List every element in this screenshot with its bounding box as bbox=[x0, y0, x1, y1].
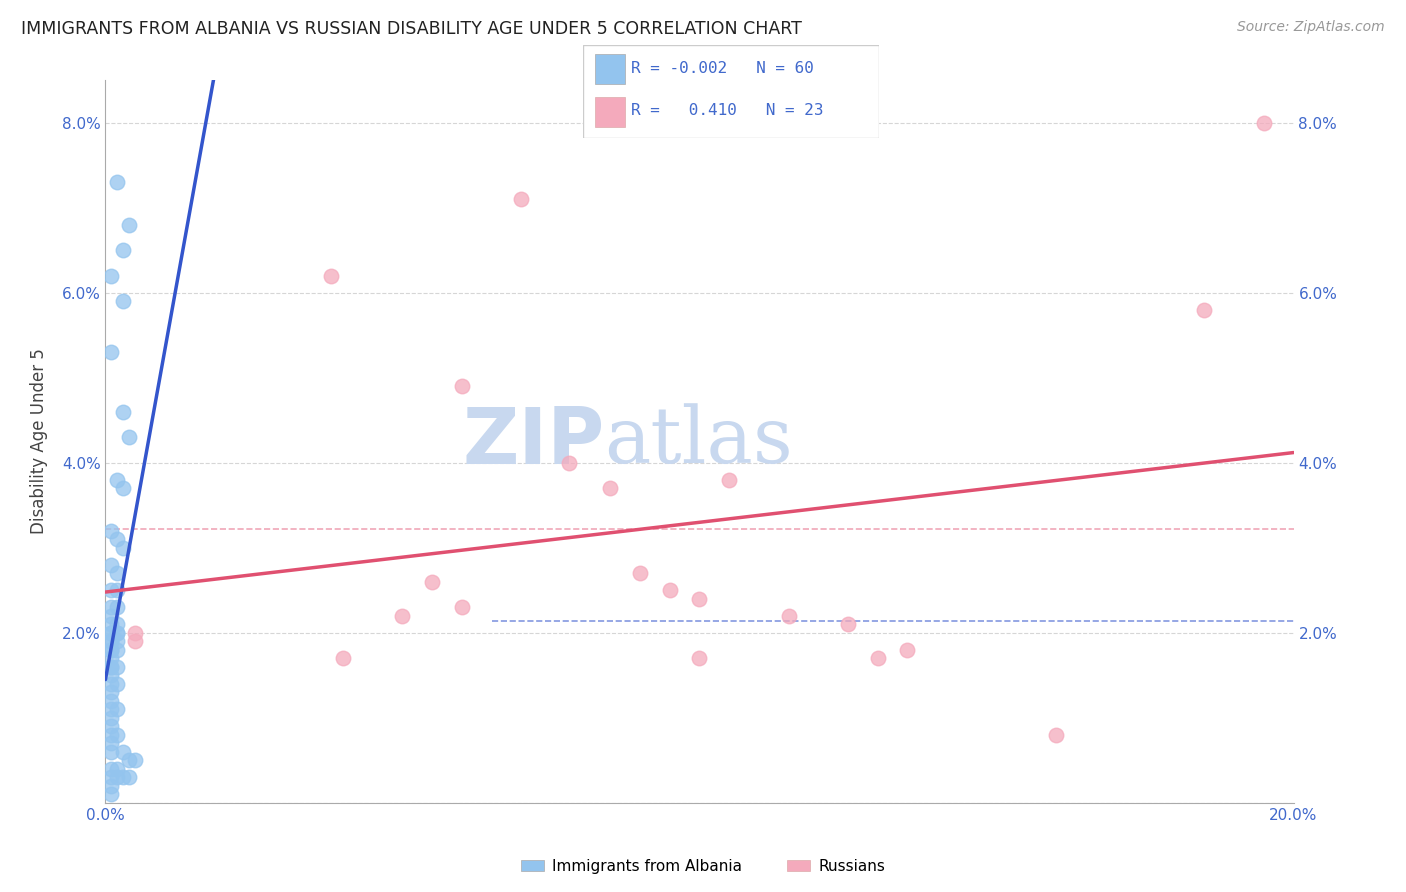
Point bbox=[510, 192, 533, 206]
Point bbox=[112, 770, 135, 784]
Point bbox=[100, 634, 122, 648]
Point bbox=[599, 481, 621, 495]
Point bbox=[112, 405, 135, 419]
Point bbox=[100, 608, 122, 623]
Point bbox=[100, 762, 122, 776]
Point bbox=[118, 218, 141, 232]
Point bbox=[105, 677, 128, 691]
Point bbox=[100, 719, 122, 733]
Point bbox=[100, 787, 122, 801]
Point bbox=[105, 175, 128, 189]
Y-axis label: Disability Age Under 5: Disability Age Under 5 bbox=[30, 349, 48, 534]
Point bbox=[105, 642, 128, 657]
Point bbox=[105, 533, 128, 547]
Point bbox=[1194, 302, 1216, 317]
Point bbox=[100, 583, 122, 598]
Point bbox=[112, 294, 135, 309]
Point bbox=[100, 617, 122, 632]
Point bbox=[1045, 728, 1067, 742]
Point bbox=[112, 244, 135, 258]
Point bbox=[112, 481, 135, 495]
Point bbox=[124, 625, 146, 640]
Point bbox=[100, 642, 122, 657]
Point bbox=[558, 456, 581, 470]
Point bbox=[896, 642, 918, 657]
Point bbox=[112, 541, 135, 555]
Point bbox=[450, 600, 472, 615]
Point bbox=[100, 651, 122, 665]
Point bbox=[658, 583, 681, 598]
Point bbox=[100, 779, 122, 793]
Point bbox=[105, 625, 128, 640]
Point bbox=[100, 600, 122, 615]
FancyBboxPatch shape bbox=[595, 54, 624, 84]
Point bbox=[718, 473, 741, 487]
Point bbox=[105, 660, 128, 674]
Text: Source: ZipAtlas.com: Source: ZipAtlas.com bbox=[1237, 20, 1385, 34]
Point bbox=[391, 608, 413, 623]
Legend: Immigrants from Albania, Russians: Immigrants from Albania, Russians bbox=[515, 853, 891, 880]
Point bbox=[100, 694, 122, 708]
Point bbox=[105, 762, 128, 776]
Point bbox=[105, 617, 128, 632]
Text: ZIP: ZIP bbox=[463, 403, 605, 480]
Point bbox=[100, 345, 122, 359]
Point bbox=[105, 634, 128, 648]
Text: atlas: atlas bbox=[605, 404, 793, 479]
Point bbox=[100, 677, 122, 691]
Point bbox=[837, 617, 859, 632]
Point bbox=[124, 634, 146, 648]
Point bbox=[105, 625, 128, 640]
FancyBboxPatch shape bbox=[595, 97, 624, 127]
Point bbox=[118, 753, 141, 767]
Text: R = -0.002   N = 60: R = -0.002 N = 60 bbox=[631, 61, 814, 76]
Point bbox=[100, 770, 122, 784]
Point bbox=[100, 728, 122, 742]
Point bbox=[866, 651, 889, 665]
Point bbox=[105, 728, 128, 742]
Point bbox=[332, 651, 354, 665]
Point bbox=[100, 634, 122, 648]
Point bbox=[118, 430, 141, 444]
Point bbox=[100, 685, 122, 699]
Point bbox=[100, 660, 122, 674]
Point bbox=[105, 770, 128, 784]
Point bbox=[778, 608, 800, 623]
FancyBboxPatch shape bbox=[583, 45, 879, 138]
Point bbox=[100, 524, 122, 538]
Point bbox=[100, 642, 122, 657]
Point bbox=[105, 566, 128, 581]
Point bbox=[689, 591, 711, 606]
Text: IMMIGRANTS FROM ALBANIA VS RUSSIAN DISABILITY AGE UNDER 5 CORRELATION CHART: IMMIGRANTS FROM ALBANIA VS RUSSIAN DISAB… bbox=[21, 20, 801, 37]
Point bbox=[321, 268, 343, 283]
Point bbox=[100, 558, 122, 572]
Point bbox=[100, 702, 122, 716]
Point bbox=[628, 566, 651, 581]
Point bbox=[100, 625, 122, 640]
Point bbox=[100, 268, 122, 283]
Text: R =   0.410   N = 23: R = 0.410 N = 23 bbox=[631, 103, 824, 118]
Point bbox=[420, 574, 443, 589]
Point bbox=[100, 668, 122, 682]
Point bbox=[105, 600, 128, 615]
Point bbox=[450, 379, 472, 393]
Point bbox=[100, 625, 122, 640]
Point bbox=[689, 651, 711, 665]
Point bbox=[105, 583, 128, 598]
Point bbox=[105, 473, 128, 487]
Point bbox=[105, 702, 128, 716]
Point bbox=[112, 745, 135, 759]
Point bbox=[100, 711, 122, 725]
Point bbox=[100, 736, 122, 750]
Point bbox=[100, 660, 122, 674]
Point bbox=[124, 753, 146, 767]
Point bbox=[118, 770, 141, 784]
Point bbox=[1253, 116, 1275, 130]
Point bbox=[100, 745, 122, 759]
